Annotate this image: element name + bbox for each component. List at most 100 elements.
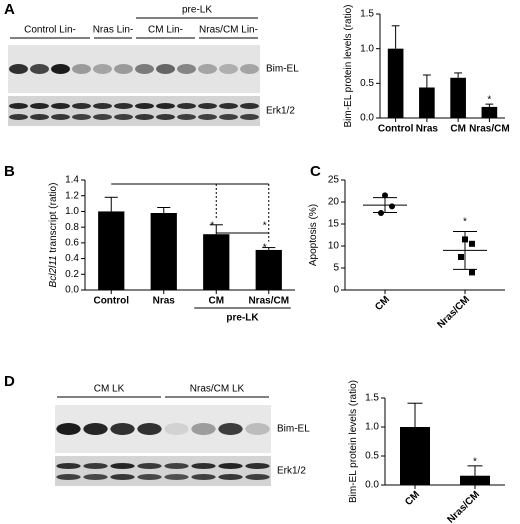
bar — [481, 106, 498, 118]
blot-band — [114, 103, 133, 109]
blot-band — [135, 64, 154, 74]
blot-band — [191, 423, 216, 435]
blot-band — [164, 423, 189, 435]
group-label: CM LK — [94, 384, 125, 395]
y-tick-label: 1.5 — [365, 393, 379, 404]
y-tick-label: 1.4 — [65, 175, 79, 186]
blot-band — [30, 103, 49, 109]
blot-band — [110, 463, 135, 469]
annotation: * — [210, 221, 214, 232]
blot-band — [218, 423, 243, 435]
y-tick-label: 0.4 — [65, 253, 79, 264]
blot-band — [164, 474, 189, 480]
y-axis-label: Bcl2l11 transcript (ratio) — [48, 183, 59, 288]
blot-band — [93, 114, 112, 120]
blot-band — [198, 64, 217, 74]
y-axis-label: Bim-EL protein levels (ratio) — [343, 4, 354, 127]
blot-band — [240, 114, 259, 120]
x-tick-label: Nras/CM — [248, 296, 289, 307]
blot-band — [191, 474, 216, 480]
blot-band — [56, 423, 81, 435]
blot-band — [110, 474, 135, 480]
bar — [400, 427, 430, 485]
blot-band — [51, 103, 70, 109]
blot-band — [9, 114, 28, 120]
point — [382, 192, 388, 199]
y-tick-label: 0.8 — [65, 222, 79, 233]
y-tick-label: 1.0 — [365, 422, 379, 433]
group-label: pre-LK — [226, 313, 259, 324]
bar — [460, 475, 490, 485]
y-axis-label-text: transcript (ratio) — [48, 183, 59, 253]
blot-band — [245, 474, 270, 480]
blot-band — [93, 103, 112, 109]
y-tick-label: 1.2 — [65, 190, 79, 201]
y-axis-label-text: Bim-EL protein levels (ratio) — [348, 380, 359, 503]
x-tick-label: Control — [93, 296, 129, 307]
y-tick-label: 25 — [328, 175, 340, 186]
bar — [203, 234, 230, 290]
band-label: Bim-EL — [266, 64, 299, 75]
bar — [419, 87, 435, 118]
y-tick-label: 0.0 — [65, 285, 79, 296]
blot-band — [72, 114, 91, 120]
bar — [387, 48, 404, 118]
x-tick-label: Control — [378, 124, 414, 135]
y-axis-label-text: Bim-EL protein levels (ratio) — [343, 4, 354, 127]
point — [458, 254, 464, 260]
blot-band — [30, 64, 49, 74]
x-tick-label: CM — [403, 489, 422, 508]
annotation: * — [263, 257, 267, 268]
blot-band — [72, 103, 91, 109]
panel-label: C — [310, 163, 321, 180]
group-label: CM Lin- — [148, 25, 183, 36]
y-tick-label: 1.0 — [65, 206, 79, 217]
blot-band — [218, 463, 243, 469]
y-axis-label: Bim-EL protein levels (ratio) — [348, 380, 359, 503]
x-tick-label: Nras/CM — [469, 124, 510, 135]
blot-band — [156, 103, 175, 109]
blot-band — [219, 114, 238, 120]
blot-band — [83, 463, 108, 469]
point — [389, 203, 395, 210]
blot-band — [83, 423, 108, 435]
group-label: pre-LK — [182, 5, 212, 16]
y-tick-label: 0.0 — [360, 113, 374, 124]
blot-strip — [8, 45, 260, 93]
blot-band — [198, 103, 217, 109]
y-axis-label-text: Apoptosis (%) — [308, 204, 319, 266]
y-tick-label: 10 — [328, 241, 340, 252]
y-tick-label: 0.2 — [65, 269, 79, 280]
y-tick-label: 1.0 — [360, 43, 374, 54]
blot-band — [137, 463, 162, 469]
x-tick-label: Nras/CM — [446, 489, 482, 524]
blot-band — [72, 64, 91, 74]
blot-band — [135, 103, 154, 109]
y-tick-label: 0.5 — [360, 78, 374, 89]
y-tick-label: 0.5 — [365, 451, 379, 462]
blot-band — [240, 64, 259, 74]
blot-band — [177, 64, 196, 74]
band-label: Erk1/2 — [277, 466, 306, 477]
bar — [150, 213, 177, 290]
blot-band — [219, 103, 238, 109]
blot-band — [30, 114, 49, 120]
x-tick-label: Nras — [153, 296, 176, 307]
x-tick-label: CM — [208, 296, 224, 307]
blot-band — [219, 64, 238, 74]
blot-band — [137, 474, 162, 480]
panel-label: D — [4, 373, 15, 390]
annotation: * — [263, 243, 267, 254]
band-label: Bim-EL — [277, 424, 310, 435]
y-tick-label: 20 — [328, 197, 340, 208]
x-tick-label: Nras — [416, 124, 439, 135]
blot-band — [56, 463, 81, 469]
blot-band — [51, 114, 70, 120]
blot-band — [56, 474, 81, 480]
blot-band — [135, 114, 154, 120]
blot-band — [240, 103, 259, 109]
blot-band — [83, 474, 108, 480]
group-label: Nras Lin- — [93, 25, 134, 36]
y-tick-label: 1.5 — [360, 9, 374, 20]
